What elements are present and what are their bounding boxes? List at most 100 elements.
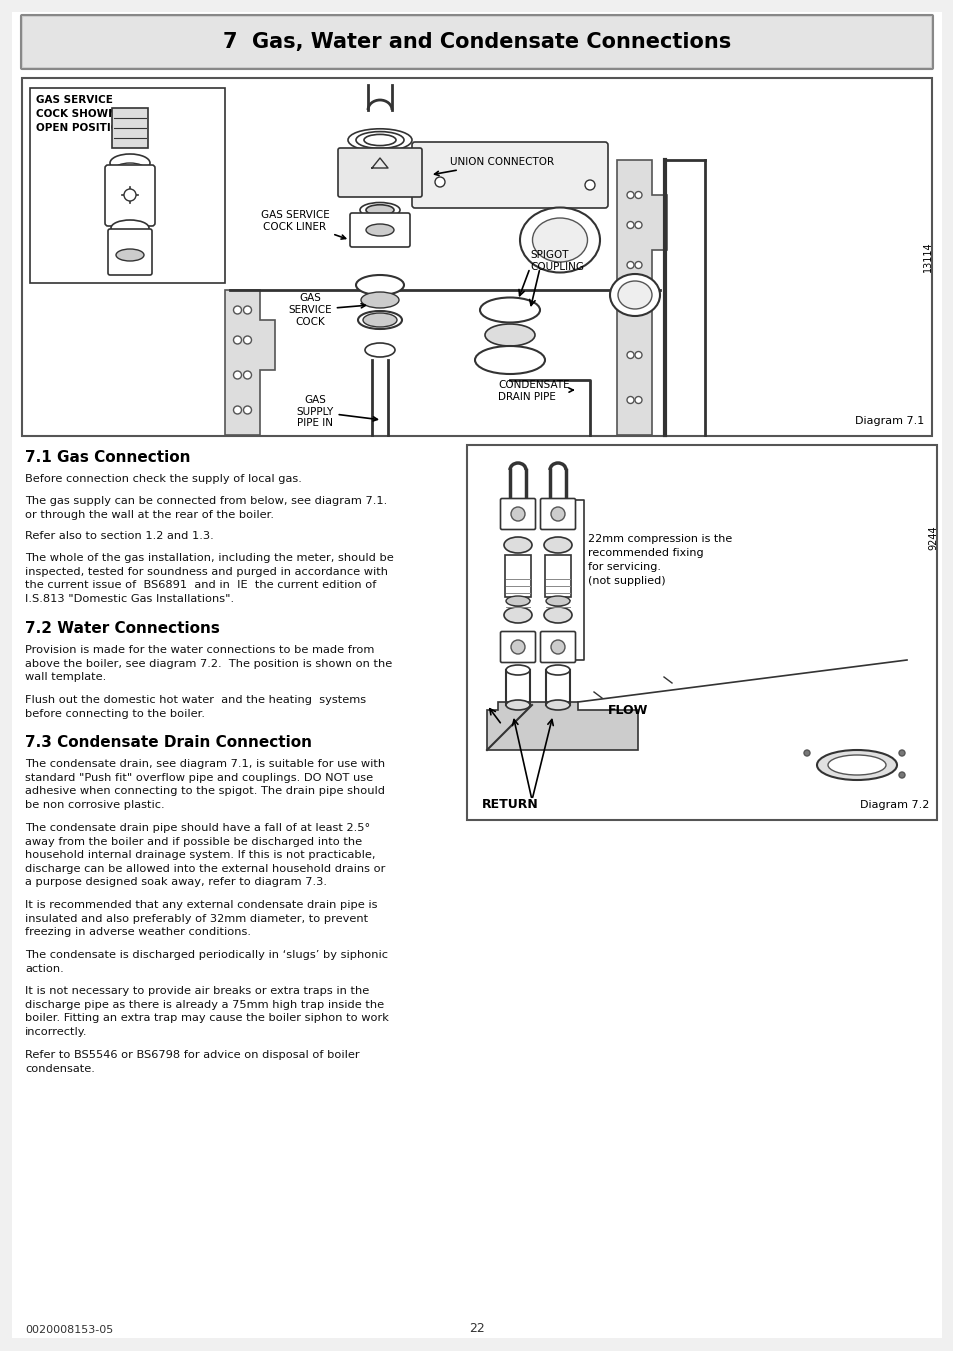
Text: 9244: 9244 (927, 526, 937, 550)
Circle shape (124, 189, 136, 201)
Circle shape (626, 396, 634, 404)
Text: 7.1 Gas Connection: 7.1 Gas Connection (25, 450, 191, 465)
Ellipse shape (505, 700, 530, 711)
Text: FLOW: FLOW (607, 704, 648, 716)
Polygon shape (617, 159, 666, 435)
Circle shape (898, 771, 904, 778)
FancyBboxPatch shape (105, 165, 154, 226)
Circle shape (626, 301, 634, 308)
Bar (22, 78, 931, 436)
Circle shape (635, 351, 641, 358)
FancyBboxPatch shape (21, 15, 932, 69)
Text: The condensate drain pipe should have a fall of at least 2.5°
away from the boil: The condensate drain pipe should have a … (25, 823, 385, 888)
Polygon shape (486, 703, 638, 750)
Text: Refer to BS5546 or BS6798 for advice on disposal of boiler
condensate.: Refer to BS5546 or BS6798 for advice on … (25, 1050, 359, 1074)
FancyBboxPatch shape (23, 18, 930, 68)
Ellipse shape (503, 607, 532, 623)
Text: GAS SERVICE
COCK LINER: GAS SERVICE COCK LINER (260, 209, 345, 239)
Text: SPIGOT
COUPLING: SPIGOT COUPLING (530, 250, 583, 272)
Circle shape (584, 180, 595, 190)
FancyBboxPatch shape (540, 631, 575, 662)
Circle shape (243, 336, 252, 345)
Circle shape (626, 192, 634, 199)
Circle shape (551, 507, 564, 521)
Text: RETURN: RETURN (481, 798, 538, 812)
FancyBboxPatch shape (412, 142, 607, 208)
FancyBboxPatch shape (108, 230, 152, 276)
Text: The condensate is discharged periodically in ‘slugs’ by siphonic
action.: The condensate is discharged periodicall… (25, 950, 388, 974)
Ellipse shape (545, 700, 569, 711)
FancyBboxPatch shape (500, 499, 535, 530)
Circle shape (626, 262, 634, 269)
Ellipse shape (827, 755, 885, 775)
Text: It is not necessary to provide air breaks or extra traps in the
discharge pipe a: It is not necessary to provide air break… (25, 986, 389, 1036)
Text: The gas supply can be connected from below, see diagram 7.1.
or through the wall: The gas supply can be connected from bel… (25, 496, 387, 520)
Text: 7.2 Water Connections: 7.2 Water Connections (25, 621, 219, 636)
Ellipse shape (110, 154, 150, 172)
Circle shape (635, 301, 641, 308)
Circle shape (898, 750, 904, 757)
Bar (504, 555, 531, 597)
Circle shape (635, 222, 641, 228)
Circle shape (626, 351, 634, 358)
Text: The whole of the gas installation, including the meter, should be
inspected, tes: The whole of the gas installation, inclu… (25, 553, 394, 604)
Ellipse shape (519, 208, 599, 273)
Circle shape (635, 192, 641, 199)
Ellipse shape (545, 665, 569, 676)
Circle shape (803, 750, 809, 757)
Ellipse shape (816, 750, 896, 780)
Ellipse shape (479, 297, 539, 323)
Text: The condensate drain, see diagram 7.1, is suitable for use with
standard "Push f: The condensate drain, see diagram 7.1, i… (25, 759, 385, 809)
Ellipse shape (355, 276, 403, 295)
Circle shape (511, 507, 524, 521)
Text: UNION CONNECTOR: UNION CONNECTOR (435, 157, 554, 176)
FancyBboxPatch shape (540, 499, 575, 530)
Circle shape (243, 407, 252, 413)
Circle shape (243, 372, 252, 380)
FancyBboxPatch shape (500, 631, 535, 662)
Bar (467, 444, 936, 820)
Ellipse shape (360, 292, 398, 308)
FancyBboxPatch shape (337, 149, 421, 197)
Bar (112, 108, 148, 149)
Circle shape (233, 372, 241, 380)
Ellipse shape (365, 343, 395, 357)
Text: GAS
SERVICE
COCK: GAS SERVICE COCK (288, 293, 365, 327)
Text: Refer also to section 1.2 and 1.3.: Refer also to section 1.2 and 1.3. (25, 531, 213, 540)
Polygon shape (225, 290, 274, 435)
Ellipse shape (113, 163, 146, 177)
Ellipse shape (545, 596, 569, 607)
Circle shape (551, 640, 564, 654)
Circle shape (626, 222, 634, 228)
Ellipse shape (116, 249, 144, 261)
Text: It is recommended that any external condensate drain pipe is
insulated and also : It is recommended that any external cond… (25, 900, 377, 938)
Ellipse shape (503, 536, 532, 553)
Ellipse shape (505, 665, 530, 676)
Ellipse shape (363, 313, 396, 327)
Text: Diagram 7.2: Diagram 7.2 (859, 800, 928, 811)
Text: GAS SERVICE
COCK SHOWN IN
OPEN POSITION: GAS SERVICE COCK SHOWN IN OPEN POSITION (36, 95, 133, 132)
Ellipse shape (543, 607, 572, 623)
Circle shape (243, 305, 252, 313)
FancyBboxPatch shape (350, 213, 410, 247)
Ellipse shape (505, 596, 530, 607)
Text: CONDENSATE
DRAIN PIPE: CONDENSATE DRAIN PIPE (497, 380, 573, 401)
Circle shape (233, 336, 241, 345)
Text: 7  Gas, Water and Condensate Connections: 7 Gas, Water and Condensate Connections (223, 32, 730, 51)
Ellipse shape (484, 324, 535, 346)
Circle shape (233, 407, 241, 413)
Ellipse shape (475, 346, 544, 374)
Circle shape (435, 177, 444, 186)
Ellipse shape (366, 224, 394, 236)
Ellipse shape (618, 281, 651, 309)
Ellipse shape (609, 274, 659, 316)
Bar (544, 555, 571, 597)
Text: 22: 22 (469, 1323, 484, 1335)
Text: 7.3 Condensate Drain Connection: 7.3 Condensate Drain Connection (25, 735, 312, 750)
Ellipse shape (543, 536, 572, 553)
Circle shape (233, 305, 241, 313)
Text: 13114: 13114 (923, 242, 932, 273)
Text: Flush out the domestic hot water  and the heating  systems
before connecting to : Flush out the domestic hot water and the… (25, 694, 366, 719)
Circle shape (635, 396, 641, 404)
Text: Provision is made for the water connections to be made from
above the boiler, se: Provision is made for the water connecti… (25, 644, 392, 682)
